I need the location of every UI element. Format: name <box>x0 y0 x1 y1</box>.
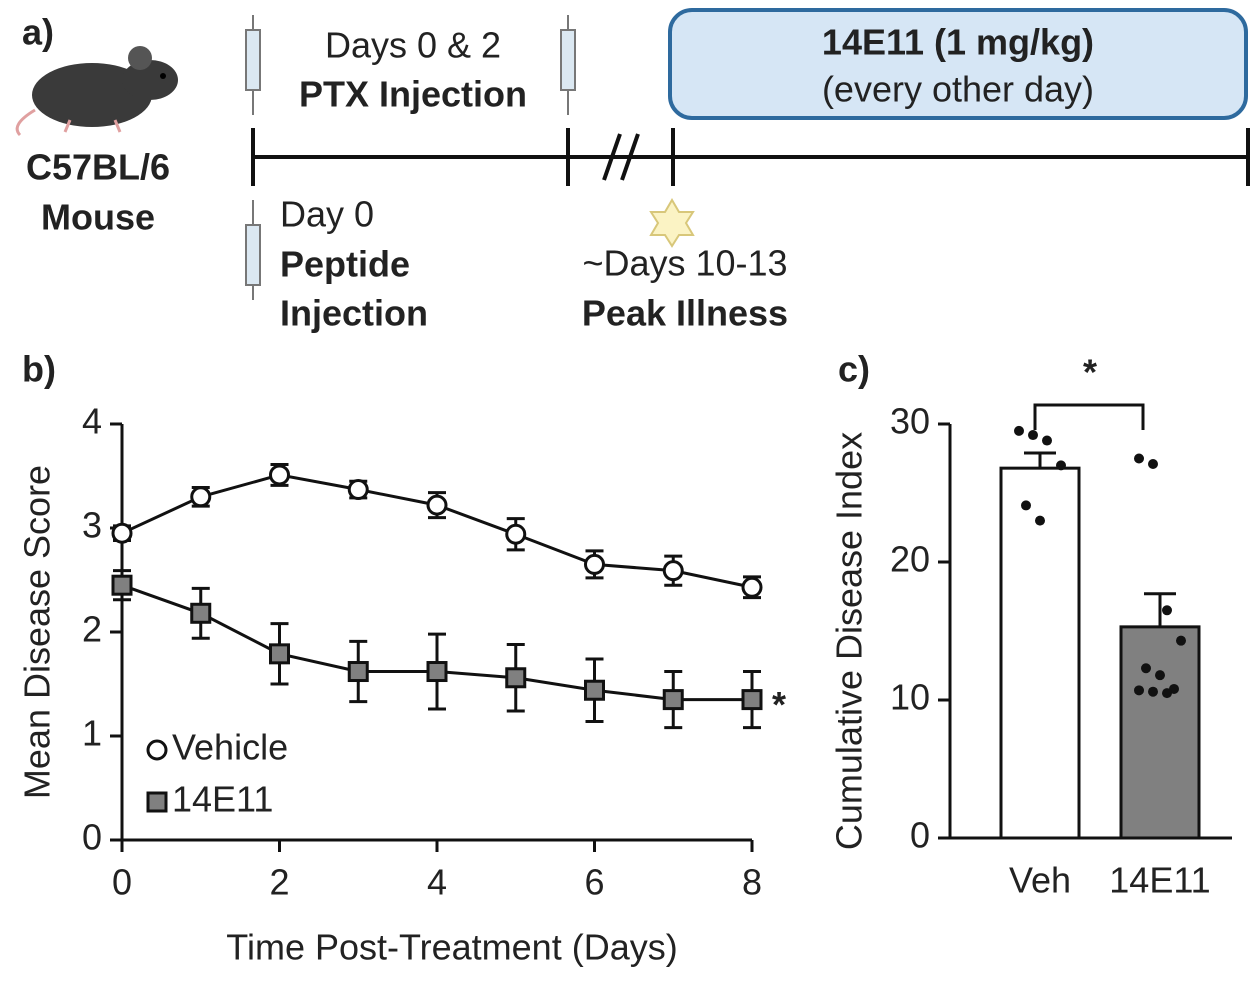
x-axis-title: Time Post-Treatment (Days) <box>226 927 677 968</box>
marker <box>347 661 369 683</box>
treatment-schedule: (every other day) <box>822 69 1094 110</box>
y-tick-label: 20 <box>890 539 930 580</box>
legend-label: Vehicle <box>172 727 288 768</box>
marker <box>505 523 527 545</box>
y-axis-title: Cumulative Disease Index <box>829 432 870 850</box>
x-tick-label: 6 <box>584 862 604 903</box>
peptide-day: Day 0 <box>280 194 374 235</box>
data-point <box>1148 459 1158 470</box>
x-tick-label: 2 <box>269 862 289 903</box>
y-tick-label: 1 <box>82 713 102 754</box>
treatment-name: 14E11 (1 mg/kg) <box>822 22 1094 63</box>
error-bar <box>1024 451 1056 469</box>
marker <box>190 486 212 508</box>
y-tick-label: 3 <box>82 505 102 546</box>
marker <box>111 574 133 596</box>
peptide-name: Peptide <box>280 244 410 285</box>
data-point <box>1134 453 1144 464</box>
y-tick-label: 0 <box>910 815 930 856</box>
marker <box>426 661 448 683</box>
data-point <box>1035 515 1045 526</box>
data-point <box>1021 500 1031 511</box>
data-point <box>1028 430 1038 441</box>
data-point <box>1014 425 1024 436</box>
marker <box>662 560 684 582</box>
significance-marker: * <box>1083 352 1097 393</box>
panel-label: b) <box>22 349 56 390</box>
error-bar <box>1144 592 1176 627</box>
data-point <box>1141 663 1151 674</box>
panel-label: a) <box>22 12 54 53</box>
marker <box>741 576 763 598</box>
x-tick-label: 4 <box>427 862 447 903</box>
x-tick-label: 8 <box>742 862 762 903</box>
y-axis-title: Mean Disease Score <box>17 465 58 799</box>
marker <box>269 643 290 665</box>
y-tick-label: 4 <box>82 401 102 442</box>
data-point <box>1155 670 1165 681</box>
marker <box>190 602 212 624</box>
peak-days: ~Days 10-13 <box>582 243 787 284</box>
marker <box>505 667 527 689</box>
ptx-name: PTX Injection <box>299 74 527 115</box>
mouse-word: Mouse <box>41 197 155 238</box>
ptx-days: Days 0 & 2 <box>325 25 501 66</box>
data-point <box>1134 685 1144 696</box>
data-point <box>1162 605 1172 616</box>
y-tick-label: 0 <box>82 817 102 858</box>
x-tick-label: 0 <box>112 862 132 903</box>
legend-marker <box>146 739 168 761</box>
mouse-icon <box>15 46 178 137</box>
marker <box>269 464 290 486</box>
peak-name: Peak Illness <box>582 293 788 334</box>
data-point <box>1162 688 1172 699</box>
panel-label: c) <box>838 349 870 390</box>
marker <box>111 522 133 544</box>
data-point <box>1042 435 1052 446</box>
treatment-box <box>668 8 1248 120</box>
significance-bracket <box>1033 403 1145 430</box>
x-tick-label: Veh <box>1009 860 1071 901</box>
syringe-icons <box>245 15 576 300</box>
star-icon <box>649 198 695 248</box>
legend-marker <box>146 791 168 813</box>
x-tick-label: 14E11 <box>1109 860 1210 901</box>
marker <box>584 679 605 701</box>
y-tick-label: 2 <box>82 609 102 650</box>
marker <box>584 553 605 575</box>
marker <box>347 479 369 501</box>
data-point <box>1176 635 1186 646</box>
peptide-name: Injection <box>280 293 428 334</box>
marker <box>426 494 448 516</box>
y-tick-label: 30 <box>890 401 930 442</box>
marker <box>741 689 763 711</box>
mouse-strain: C57BL/6 <box>26 147 170 188</box>
timeline <box>251 128 1250 186</box>
legend-label: 14E11 <box>172 779 273 820</box>
data-point <box>1056 460 1066 471</box>
bar <box>1119 625 1201 840</box>
significance-marker: * <box>772 684 786 725</box>
marker <box>662 689 684 711</box>
data-point <box>1148 686 1158 697</box>
y-tick-label: 10 <box>890 677 930 718</box>
